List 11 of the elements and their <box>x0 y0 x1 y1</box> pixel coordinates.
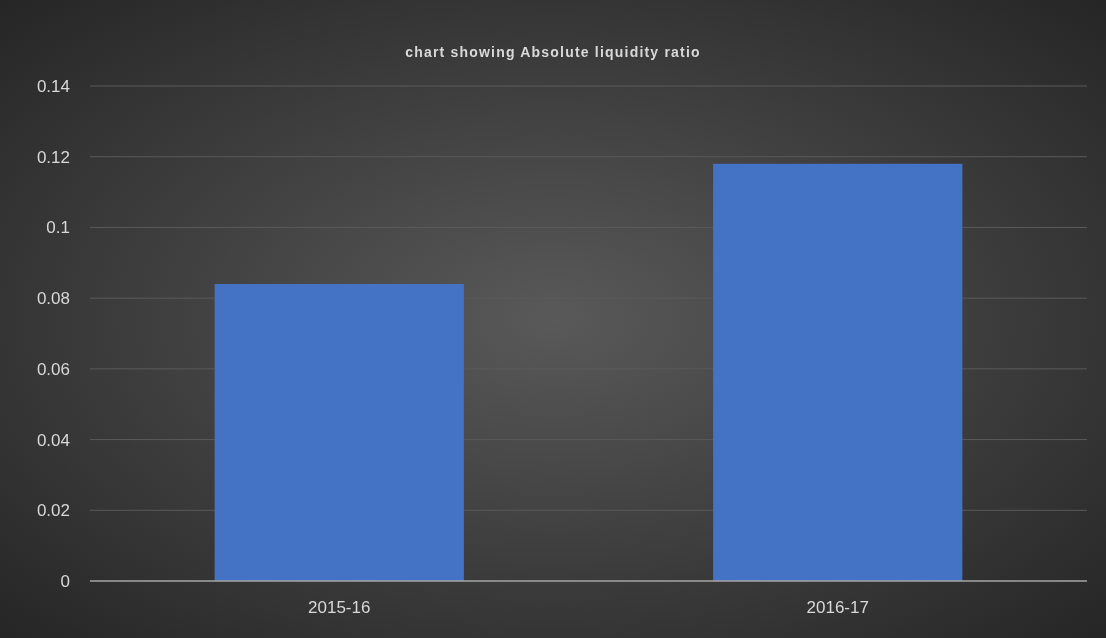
y-tick-label: 0.12 <box>36 147 70 167</box>
y-tick-label: 0.14 <box>36 76 70 96</box>
y-tick-label: 0.02 <box>36 501 70 521</box>
y-tick-label: 0.1 <box>46 218 70 238</box>
y-tick-label: 0.04 <box>36 430 70 450</box>
y-tick-label: 0.08 <box>36 289 70 309</box>
y-tick-label: 0 <box>60 571 70 591</box>
x-tick-label: 2015-16 <box>308 598 371 617</box>
chart-title: chart showing Absolute liquidity ratio <box>405 44 701 60</box>
y-tick-label: 0.06 <box>36 359 70 379</box>
x-tick-label: 2016-17 <box>806 598 869 617</box>
